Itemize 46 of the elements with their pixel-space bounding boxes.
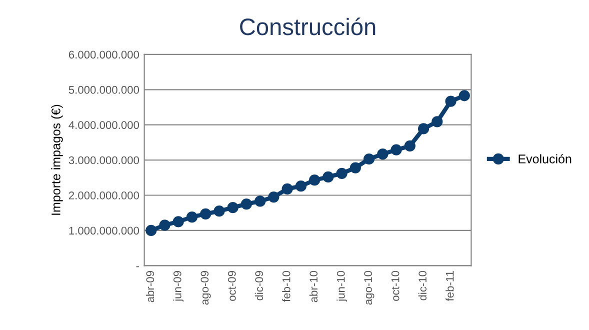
- point: [172, 216, 184, 228]
- point: [350, 162, 361, 174]
- legend-label: Evolución: [518, 154, 572, 164]
- point: [159, 220, 170, 231]
- x-tick-label: jun-10: [336, 270, 347, 302]
- point: [309, 174, 320, 186]
- point: [254, 196, 266, 207]
- point: [377, 148, 388, 160]
- y-tick-label: 6.000.000.000: [68, 50, 140, 59]
- point: [336, 168, 348, 179]
- y-tick-label: -: [136, 266, 139, 268]
- x-tick-label: feb-11: [446, 271, 454, 302]
- point: [295, 180, 306, 192]
- point: [404, 140, 416, 152]
- point: [200, 208, 212, 220]
- point: [458, 90, 470, 102]
- y-tick-label: 3.000.000.000: [68, 156, 140, 164]
- chart-title: Construcción: [240, 18, 376, 36]
- point: [363, 153, 375, 165]
- x-tick-label: feb-10: [282, 270, 290, 302]
- x-tick-label: ago-10: [364, 270, 374, 305]
- point: [240, 198, 252, 210]
- point: [214, 206, 225, 217]
- point: [268, 191, 280, 203]
- y-axis-title: Importe impagos (€): [51, 104, 63, 215]
- point: [186, 212, 198, 223]
- point: [282, 183, 293, 194]
- point: [390, 144, 402, 156]
- y-tick-label: 1.000.000.000: [69, 226, 140, 235]
- y-tick-label: 2.000.000.000: [68, 192, 140, 200]
- x-tick-label: dic-10: [418, 270, 427, 300]
- x-tick-label: jun-09: [173, 271, 184, 302]
- point: [322, 171, 334, 182]
- x-tick-label: dic-09: [254, 271, 264, 300]
- x-tick-label: oct-09: [228, 271, 236, 301]
- point: [146, 224, 157, 236]
- y-tick-label: 4.000.000.000: [68, 121, 140, 129]
- y-tick-label: 5.000.000.000: [68, 86, 140, 94]
- x-tick-label: abr-09: [146, 271, 154, 302]
- point: [227, 202, 238, 214]
- point: [418, 123, 430, 134]
- x-tick-label: ago-09: [200, 271, 211, 305]
- x-tick-label: oct-10: [391, 270, 400, 301]
- point: [445, 96, 456, 107]
- x-tick-label: abr-10: [309, 270, 318, 302]
- point: [432, 116, 443, 128]
